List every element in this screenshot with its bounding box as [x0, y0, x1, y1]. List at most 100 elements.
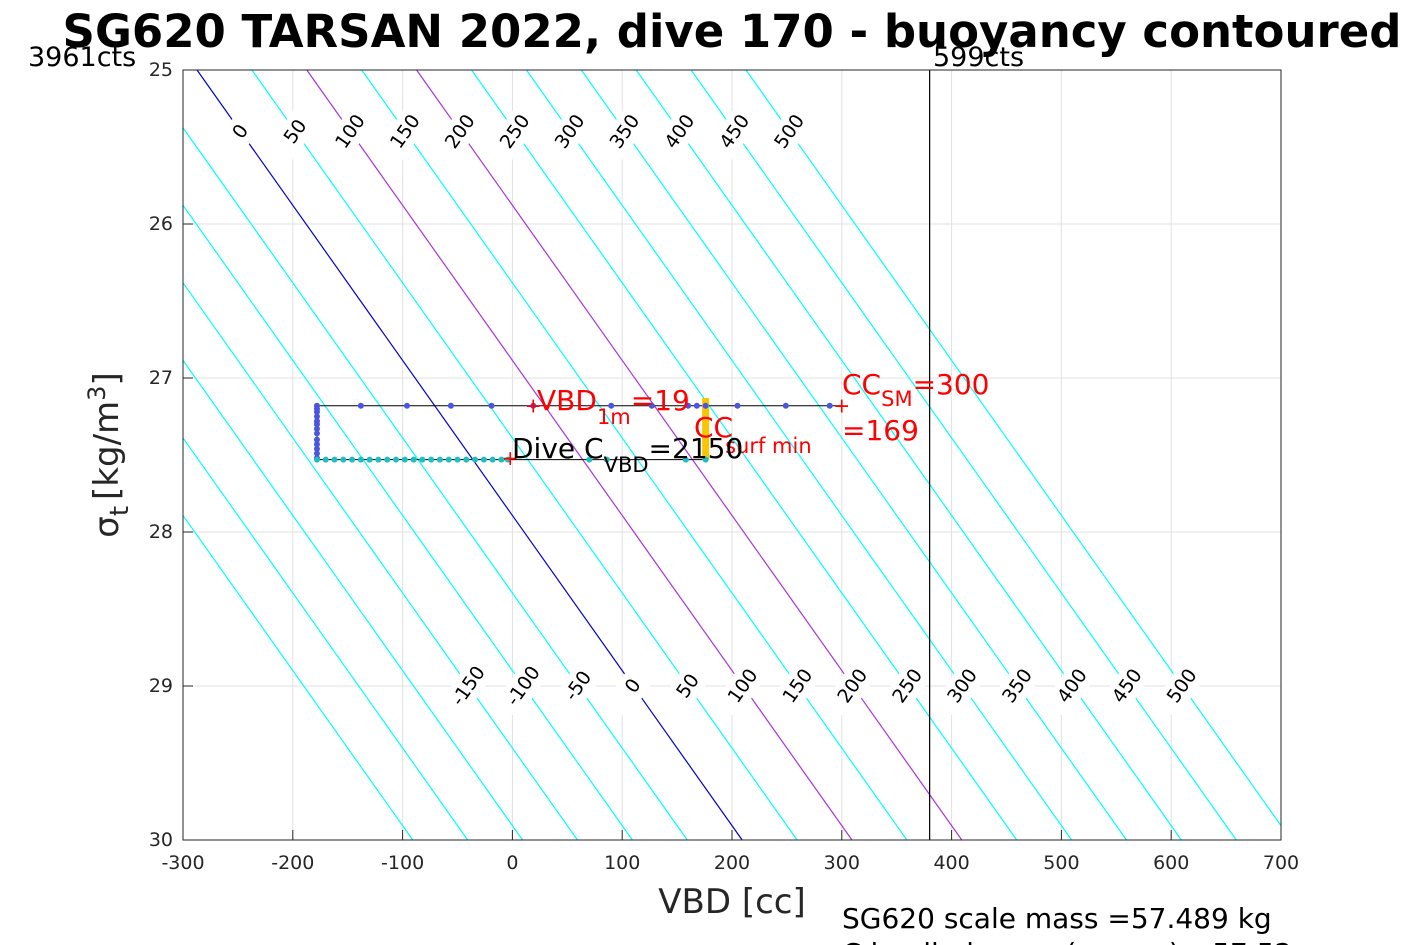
climb-point [419, 456, 426, 463]
contour-label-background [596, 99, 654, 165]
climb-point [313, 456, 320, 463]
y-axis-label-sub: t [105, 506, 135, 516]
marker-point: + [833, 394, 850, 418]
climb-point [702, 456, 709, 463]
chart-title: SG620 TARSAN 2022, dive 170 - buoyancy c… [63, 5, 1402, 58]
climb-point [366, 456, 373, 463]
x-tick-label: 700 [1263, 852, 1299, 874]
contour-line [251, 69, 798, 841]
climb-point [463, 456, 470, 463]
contour-line [306, 69, 853, 841]
x-tick-label: 400 [933, 852, 969, 874]
dive-point [313, 430, 320, 437]
dive-point [608, 402, 615, 409]
contour-label-background [823, 653, 882, 719]
contour-label-background [988, 653, 1047, 719]
contour-label-background [486, 99, 544, 165]
corner-label-right: 599cts [933, 42, 1024, 73]
climb-point [401, 456, 408, 463]
contour-label-background [878, 653, 937, 719]
y-tick-label: 28 [149, 521, 173, 543]
x-axis-ticks: -300 -200 -100 0 100 200 300 400 500 600 700 [161, 830, 1299, 874]
ccsm-annotation: CCSM=300 [842, 368, 989, 411]
climb-point [454, 456, 461, 463]
contour-label-background [769, 653, 827, 719]
contour-line [182, 282, 578, 841]
dive-point [693, 402, 700, 409]
x-tick-label: 200 [714, 852, 750, 874]
climb-point [586, 456, 593, 463]
climb-point [340, 456, 347, 463]
dive-point [313, 425, 320, 432]
contour-label-background [1098, 653, 1157, 719]
y-axis-label-sup: 3 [83, 386, 111, 401]
contour-label-background [604, 653, 662, 719]
dive-point [313, 441, 320, 448]
y-axis-label-close: ] [87, 372, 127, 385]
dive-point [313, 436, 320, 443]
buoyancy-contours [182, 69, 1282, 841]
contour-label-background [933, 653, 992, 719]
climb-point [472, 456, 479, 463]
dive-cvbd-annotation: Dive CVBD=2150 [512, 432, 743, 477]
y-tick-label: 30 [149, 829, 173, 851]
climb-point [357, 456, 364, 463]
climb-point [349, 456, 356, 463]
climb-point [505, 456, 512, 463]
climb-point [682, 456, 689, 463]
marker-point: + [525, 394, 542, 418]
contour-line [635, 69, 1182, 841]
contour-line [471, 69, 1018, 841]
contour-line [690, 69, 1237, 841]
x-tick-label: 300 [824, 852, 860, 874]
x-tick-label: -100 [381, 852, 424, 874]
x-tick-label: -200 [271, 852, 314, 874]
dive-point [313, 413, 320, 420]
x-tick-label: -300 [161, 852, 204, 874]
footer-scale-mass: SG620 scale mass =57.489 kg [842, 902, 1272, 935]
y-tick-label: 25 [149, 59, 173, 81]
contour-line [745, 69, 1282, 826]
dive-point [447, 402, 454, 409]
svg-text:σt[kg/m3]: σt [kg/m3] [83, 372, 135, 537]
x-tick-label: 100 [604, 852, 640, 874]
x-tick-label: 0 [506, 852, 518, 874]
contour-label-background [494, 653, 553, 719]
y-tick-label: 26 [149, 213, 173, 235]
contour-label-background [1043, 653, 1102, 719]
x-tick-label: 500 [1043, 852, 1079, 874]
data-points: + + + [313, 394, 850, 470]
contour-line [182, 360, 524, 841]
contour-line [182, 515, 414, 841]
contour-line [580, 69, 1127, 841]
climb-point [428, 456, 435, 463]
contour-label-background [431, 99, 489, 165]
dive-point [313, 450, 320, 457]
footer-implied-mass: C implied mass (assess) =57.52 [842, 937, 1292, 945]
contour-label-background [211, 99, 270, 165]
y-axis-label: σt [kg/m3] [83, 372, 135, 537]
contour-label-background [266, 99, 325, 165]
contour-label-background [659, 653, 717, 719]
climb-point [384, 456, 391, 463]
y-tick-label: 29 [149, 675, 173, 697]
contour-label-background [651, 99, 709, 165]
dive-point [702, 402, 709, 409]
contour-line [361, 69, 908, 841]
contour-line [416, 69, 963, 841]
extremes-point [826, 402, 833, 409]
contour-label-background [549, 653, 608, 719]
contour-line [196, 69, 743, 841]
climb-point [445, 456, 452, 463]
contour-line [182, 127, 688, 841]
climb-point [480, 456, 487, 463]
climb-point [375, 456, 382, 463]
dive-point [685, 402, 692, 409]
x-axis-label: VBD [cc] [658, 882, 806, 922]
extremes-point [734, 402, 741, 409]
contour-label-background [376, 99, 435, 165]
dive-point [530, 402, 537, 409]
ccsurf-annotation: CC surf min [694, 411, 812, 458]
contour-label-background [1153, 653, 1211, 719]
